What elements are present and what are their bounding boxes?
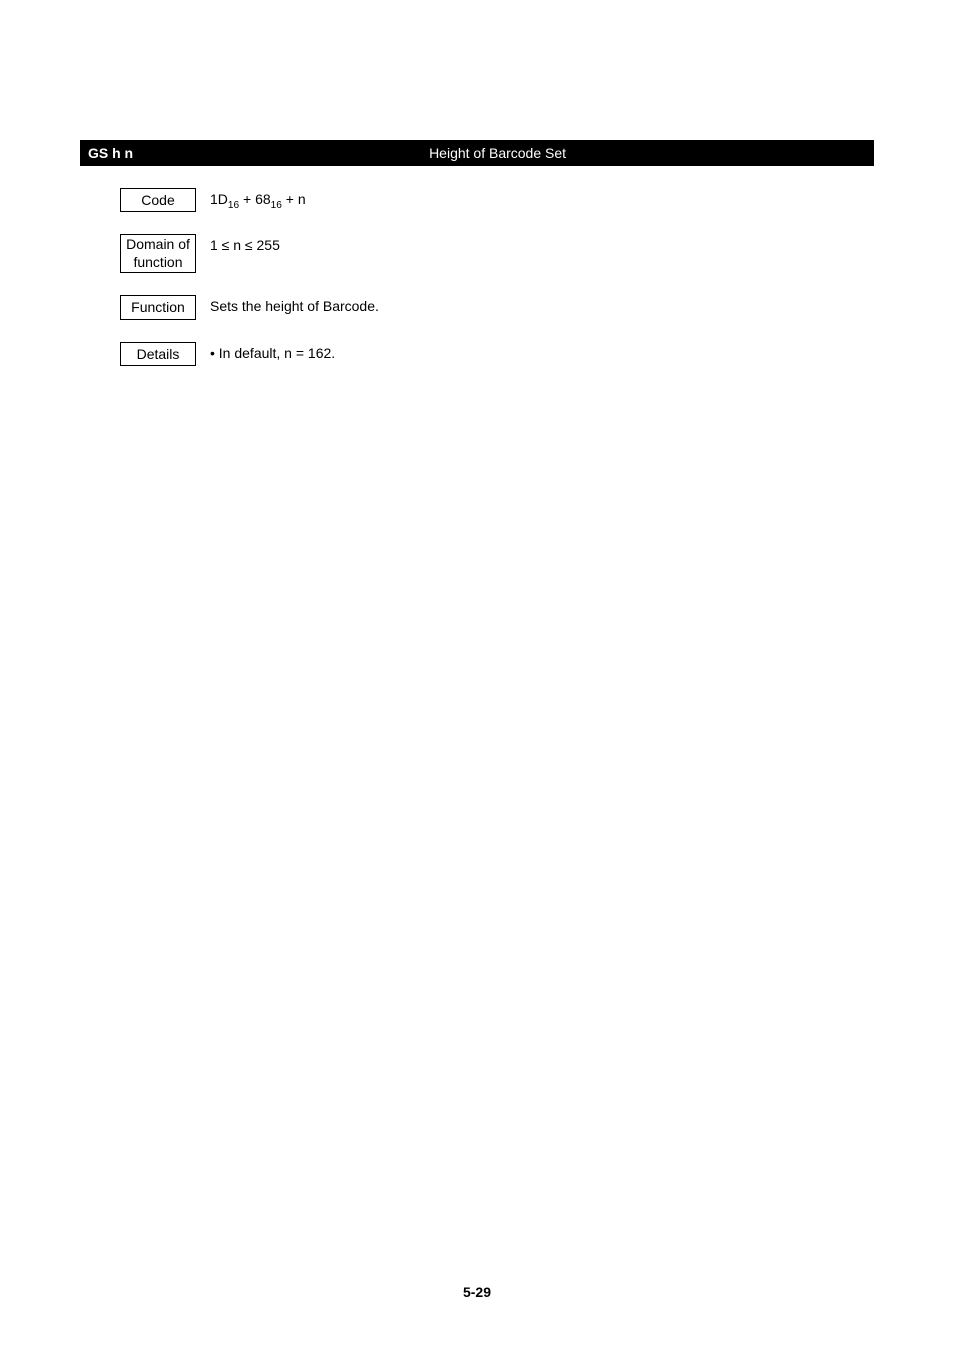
row-details: Details • In default, n = 162. (120, 342, 874, 366)
value-function: Sets the height of Barcode. (196, 295, 379, 316)
row-code: Code 1D16 + 6816 + n (120, 188, 874, 212)
label-details: Details (120, 342, 196, 366)
value-code: 1D16 + 6816 + n (196, 188, 306, 209)
label-code: Code (120, 188, 196, 212)
code-sub1: 16 (228, 200, 239, 211)
page-number: 5-29 (0, 1284, 954, 1300)
content-rows: Code 1D16 + 6816 + n Domain of function … (120, 188, 874, 366)
command-name: GS h n (88, 145, 133, 161)
page: GS h n Height of Barcode Set Code 1D16 +… (0, 0, 954, 1350)
label-function: Function (120, 295, 196, 319)
code-sub2: 16 (271, 200, 282, 211)
row-function: Function Sets the height of Barcode. (120, 295, 874, 319)
code-prefix: 1D (210, 191, 228, 207)
value-domain: 1 ≤ n ≤ 255 (196, 234, 280, 255)
value-details-text: In default, n = 162. (215, 345, 335, 361)
code-suffix: + n (282, 191, 306, 207)
code-plus1: + 68 (239, 191, 271, 207)
label-domain-line2: function (121, 254, 195, 272)
label-domain: Domain of function (120, 234, 196, 273)
label-domain-line1: Domain of (121, 236, 195, 254)
command-header: GS h n Height of Barcode Set (80, 140, 874, 166)
command-title: Height of Barcode Set (133, 145, 862, 161)
value-details: • In default, n = 162. (196, 342, 335, 363)
row-domain: Domain of function 1 ≤ n ≤ 255 (120, 234, 874, 273)
